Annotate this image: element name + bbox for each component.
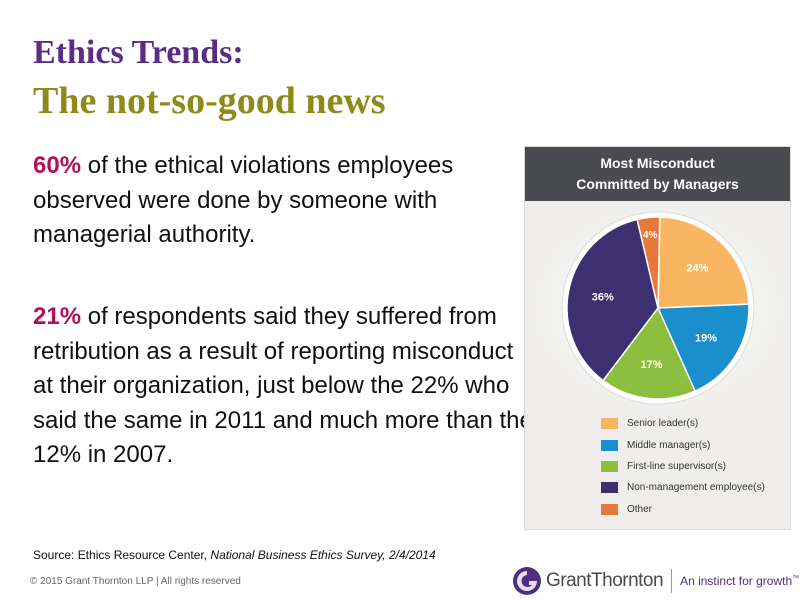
legend-swatch [601,418,618,430]
chart-title-line2: Committed by Managers [576,176,739,192]
source-citation: Source: Ethics Resource Center, National… [33,548,436,562]
pie-slice-middle-manager-s [656,303,750,393]
brand-tagline: An instinct for growth™ [680,574,799,588]
source-prefix: Source: Ethics Resource Center, [33,548,211,562]
pie-chart: 24% 19% 17% 36% 4% [525,201,790,413]
legend-label: Non-management employee(s) [627,482,765,494]
chart-title: Most Misconduct Committed by Managers [525,147,790,201]
paragraph-retribution: 21% of respondents said they suffered fr… [33,300,533,473]
legend-swatch [601,460,618,472]
legend-item: Non-management employee(s) [601,477,765,498]
highlight-21-percent: 21% [33,303,82,330]
pie-chart-figure: Most Misconduct Committed by Managers 24… [525,147,790,529]
chart-legend: Senior leader(s) Middle manager(s) First-l… [601,413,765,520]
legend-label: Other [627,503,653,515]
paragraph-text: of the ethical violations employees obse… [33,152,454,248]
pie-label-2: 17% [641,359,663,371]
legend-swatch [601,482,618,494]
legend-item: First-line supervisor(s) [601,456,765,477]
brand-divider [671,569,673,593]
grant-thornton-mark-icon [513,567,541,595]
copyright-footer: © 2015 Grant Thornton LLP | All rights r… [30,576,241,587]
legend-item: Other [601,499,765,520]
pie-label-4: 4% [643,230,658,241]
legend-item: Middle manager(s) [601,434,765,455]
pie-label-1: 19% [695,333,717,345]
brand-name: GrantThornton [546,570,664,591]
grant-thornton-logo: GrantThornton An instinct for growth™ [512,566,799,596]
legend-label: Middle manager(s) [627,439,711,451]
pie-slice-first-line-supervisor-s [601,306,697,400]
paragraph-managerial-violations: 60% of the ethical violations employees … [33,149,533,253]
chart-title-line1: Most Misconduct [600,155,715,171]
legend-label: First-line supervisor(s) [627,460,726,472]
pie-slice-other [636,216,661,309]
source-title: National Business Ethics Survey, 2/4/201… [210,548,436,562]
brand-tagline-text: An instinct for growth [680,574,793,588]
legend-label: Senior leader(s) [627,418,699,430]
pie-slice-non-management-employee-s [566,218,659,382]
legend-swatch [601,503,618,515]
pie-label-0: 24% [686,263,708,275]
slide-subtitle: The not-so-good news [33,80,386,122]
legend-item: Senior leader(s) [601,413,765,434]
slide-title: Ethics Trends: [33,34,244,71]
paragraph-text: of respondents said they suffered from r… [33,303,533,468]
pie-label-3: 36% [592,291,614,303]
highlight-60-percent: 60% [33,152,82,179]
legend-swatch [601,439,618,451]
pie-slice-senior-leader-s [657,216,750,309]
trademark-symbol: ™ [792,575,800,582]
